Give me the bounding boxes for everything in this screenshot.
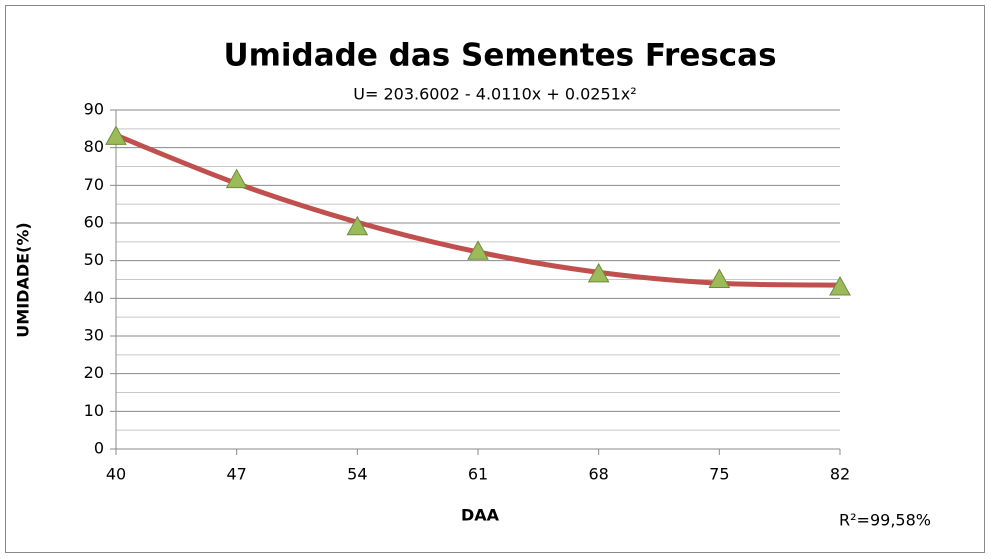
x-tick-label: 61 — [468, 465, 488, 484]
x-tick-label: 68 — [588, 465, 608, 484]
data-point — [708, 268, 731, 288]
x-axis-label: DAA — [461, 506, 500, 525]
y-tick-label: 90 — [84, 100, 104, 119]
data-point — [587, 262, 610, 283]
annotation: R²=99,58% — [839, 511, 931, 530]
x-tick-label: 54 — [347, 465, 367, 484]
data-point — [346, 215, 369, 236]
data-point — [829, 276, 851, 296]
y-tick-label: 0 — [94, 439, 104, 458]
data-point — [225, 168, 248, 189]
x-tick-label: 82 — [830, 465, 850, 484]
data-point — [467, 240, 489, 260]
x-tick-label: 75 — [709, 465, 729, 484]
y-tick-label: 80 — [84, 137, 104, 156]
y-tick-label: 20 — [84, 363, 104, 382]
y-tick-label: 40 — [84, 288, 104, 307]
x-tick-label: 40 — [106, 465, 126, 484]
x-tick-label: 47 — [226, 465, 246, 484]
y-tick-label: 30 — [84, 326, 104, 345]
y-axis-label: UMIDADE(%) — [14, 222, 33, 337]
y-tick-label: 10 — [84, 401, 104, 420]
chart-title: Umidade das Sementes Frescas — [223, 38, 776, 74]
y-tick-label: 50 — [84, 250, 104, 269]
data-point — [105, 125, 127, 145]
chart-subtitle: U= 203.6002 - 4.0110x + 0.0251x² — [353, 85, 636, 104]
y-tick-label: 60 — [84, 213, 104, 232]
y-tick-label: 70 — [84, 175, 104, 194]
